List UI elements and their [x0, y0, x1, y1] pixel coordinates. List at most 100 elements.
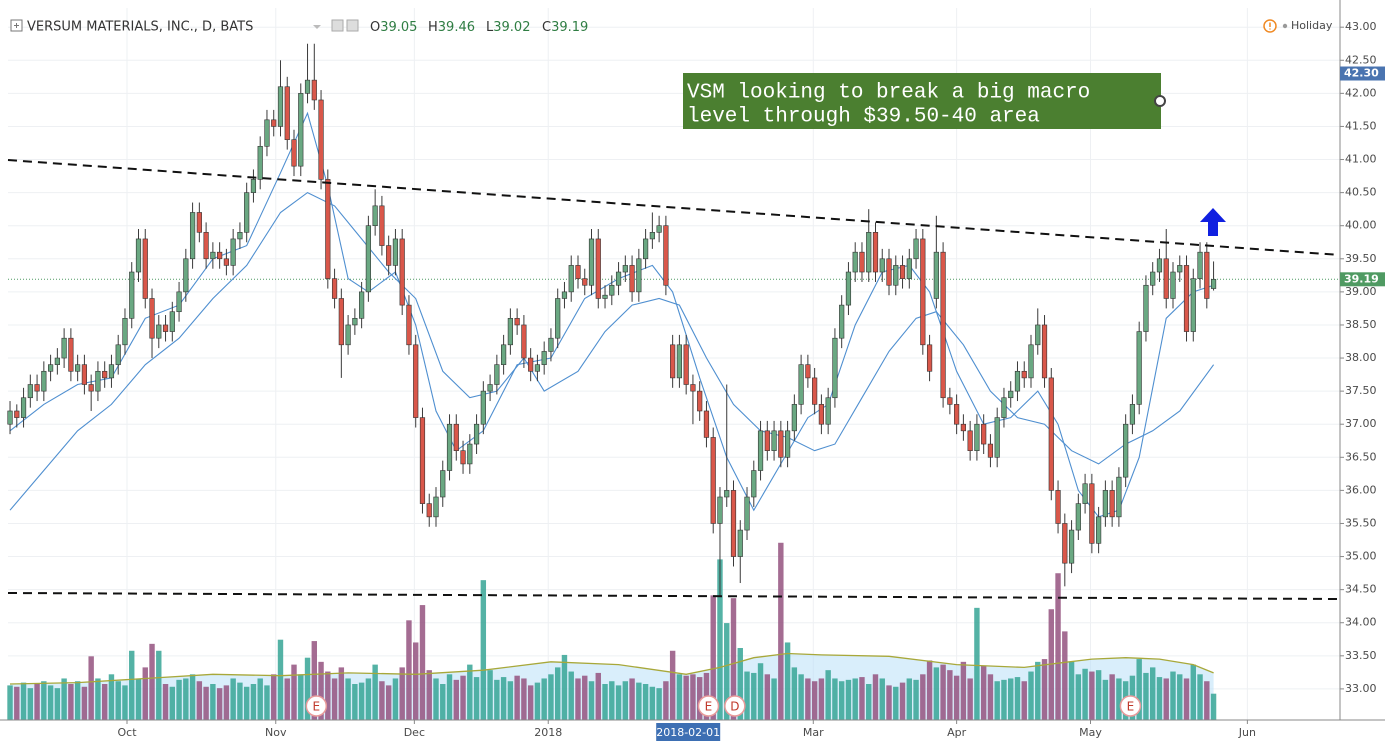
candle-body	[615, 271, 622, 286]
volume-bar	[987, 674, 994, 720]
volume-bar	[365, 678, 372, 720]
candle-body	[68, 337, 74, 372]
candle-body	[419, 417, 426, 504]
candle-body	[899, 265, 906, 279]
volume-bar	[980, 666, 987, 720]
candle-body	[304, 79, 311, 94]
x-tick-label: Apr	[947, 726, 967, 739]
candle-body	[913, 238, 919, 260]
volume-bar	[609, 681, 615, 720]
volume-bar	[1021, 681, 1027, 720]
volume-bar	[649, 686, 656, 720]
ohlc-value: 39.05	[380, 20, 417, 35]
event-marker[interactable]	[724, 695, 746, 717]
candle-body	[142, 238, 148, 299]
volume-bar	[399, 667, 405, 720]
dropdown[interactable]	[313, 25, 321, 29]
volume-bar	[331, 678, 338, 720]
volume-bar	[778, 542, 784, 720]
candle-body	[122, 318, 128, 346]
candle-body	[1048, 377, 1054, 491]
volume-bar	[636, 682, 642, 720]
volume-bar	[189, 674, 196, 720]
volume-bar	[311, 641, 317, 720]
volume-bar	[196, 681, 203, 720]
candle-body	[872, 232, 879, 273]
volume-bar	[27, 688, 34, 720]
candle-body	[507, 318, 513, 346]
volume-bar	[230, 678, 236, 720]
volume-bar	[947, 670, 953, 720]
candle-body	[609, 284, 615, 296]
candle-body	[1190, 278, 1196, 332]
candle-body	[318, 99, 324, 180]
candle-body	[1001, 397, 1007, 418]
volume-bar	[899, 682, 906, 720]
settings-icon[interactable]	[331, 19, 344, 32]
volume-bar	[920, 674, 926, 720]
volume-bar	[14, 686, 20, 720]
volume-bar	[690, 674, 696, 720]
volume-bar	[953, 675, 960, 720]
volume-bar	[358, 682, 365, 720]
volume-bar	[967, 678, 973, 720]
candle-body	[1096, 516, 1102, 544]
ohlc-label: C	[542, 20, 551, 35]
y-tick-label: 35.50	[1345, 516, 1377, 529]
annotation-handle[interactable]	[1154, 95, 1166, 107]
volume-bar	[210, 684, 216, 720]
volume-bar	[642, 684, 649, 720]
y-tick-label: 36.00	[1345, 483, 1377, 496]
candle-body	[47, 364, 54, 372]
volume-bar	[101, 684, 108, 720]
ohlc-label: H	[428, 20, 438, 35]
ohlc-open: O39.05	[370, 20, 417, 35]
volume-bar	[879, 678, 885, 720]
axes: 33.00 33.50 34.00 34.50 35.00 35.50 36.00 36.50…	[117, 20, 1385, 741]
volume-bar	[20, 682, 27, 720]
candle-body	[561, 291, 568, 299]
candle-body	[1170, 271, 1176, 299]
volume-bar	[446, 674, 453, 720]
ohlc-low: L39.02	[486, 20, 530, 35]
event-marker[interactable]	[305, 695, 328, 717]
y-tick-label: 38.00	[1345, 351, 1377, 364]
annotation-line: level through $39.50-40 area	[687, 106, 1040, 129]
symbol-title: VERSUM MATERIALS, INC., D, BATS	[27, 20, 253, 35]
candle-body	[20, 397, 27, 418]
volume-bar	[724, 623, 730, 720]
volume-bar	[825, 670, 831, 720]
candle-body	[812, 377, 818, 405]
volume-bar	[1095, 670, 1102, 720]
candle-body	[210, 251, 216, 260]
candle-body	[1123, 423, 1129, 478]
candle-body	[1089, 483, 1095, 544]
close-icon[interactable]	[346, 19, 359, 32]
candle-body	[825, 397, 831, 425]
candle-body	[61, 337, 67, 359]
candle-body	[656, 225, 662, 233]
candle-body	[798, 364, 804, 405]
candle-body	[744, 496, 750, 531]
candle-body	[1055, 490, 1061, 524]
event-marker[interactable]	[697, 695, 720, 717]
volume-bar	[710, 595, 716, 720]
candle-body	[960, 423, 966, 432]
candle-body	[338, 298, 344, 346]
candle-body	[906, 258, 912, 279]
candle-body	[933, 251, 939, 299]
candle-body	[784, 430, 791, 458]
volume-bar	[257, 678, 263, 720]
volume-bar	[419, 605, 426, 720]
candle-body	[1197, 251, 1203, 279]
price-marker-label: 39.19	[1344, 272, 1379, 285]
candle-body	[926, 344, 933, 372]
volume-bar	[74, 681, 81, 720]
candle-body	[771, 430, 777, 451]
candle-body	[737, 529, 743, 557]
ohlc-value: 39.46	[438, 20, 475, 35]
volume-bar	[1075, 674, 1082, 720]
volume-bar	[527, 685, 534, 720]
event-marker[interactable]	[1119, 695, 1142, 717]
